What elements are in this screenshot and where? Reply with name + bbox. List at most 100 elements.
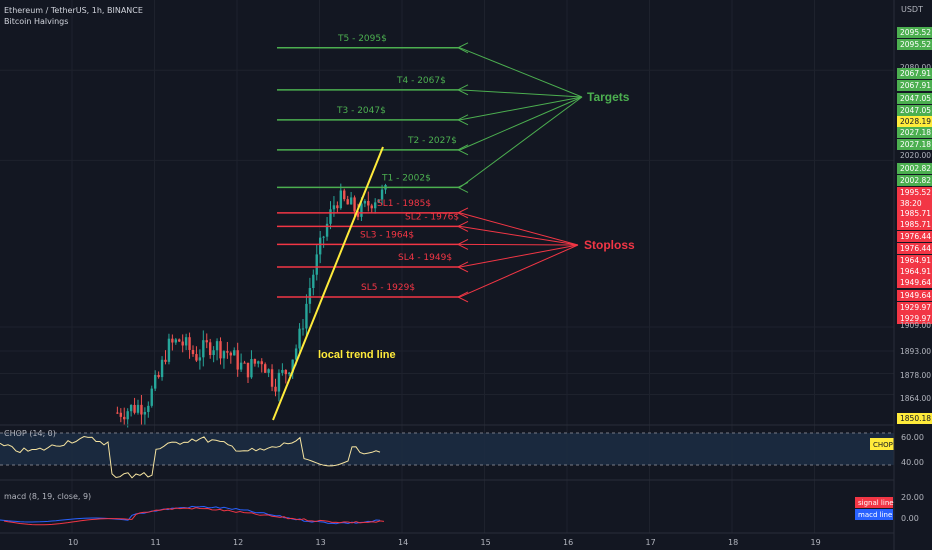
price-tag: [897, 198, 932, 209]
price-tick: 1929.97: [900, 303, 931, 312]
price-tick: 2028.19: [900, 117, 931, 126]
price-tag: [897, 68, 932, 79]
candle-body: [143, 411, 147, 415]
target-arrow: [459, 96, 583, 121]
stop-label: SL5 - 1929$: [361, 283, 415, 293]
local-trend-line: [272, 146, 384, 421]
price-tick: 1995.52: [900, 188, 931, 197]
target-arrow: [459, 96, 583, 151]
candle-body: [215, 341, 219, 351]
candle-body: [343, 190, 346, 200]
target-label: T1 - 2002$: [381, 173, 431, 183]
candle-body: [360, 203, 363, 217]
candle-body: [226, 351, 229, 353]
candle-body: [274, 386, 277, 392]
candle-body: [257, 361, 260, 364]
candle-body: [353, 197, 356, 212]
candle-body: [129, 404, 133, 412]
price-axis[interactable]: 2095.522095.522080.002067.912067.912047.…: [897, 27, 932, 424]
candle-body: [325, 223, 329, 237]
candle-body: [298, 328, 301, 349]
candle-body: [284, 369, 288, 375]
indicator-title[interactable]: Bitcoin Halvings: [4, 17, 69, 26]
candle-body: [329, 209, 332, 224]
candle-body: [167, 338, 171, 362]
candle-body: [339, 190, 343, 209]
stop-arrow: [459, 212, 579, 246]
price-tick: 2020.00: [900, 151, 931, 160]
time-tick: 15: [481, 538, 491, 547]
chop-line: [0, 435, 381, 479]
candle-body: [174, 339, 178, 343]
target-arrow: [459, 47, 583, 98]
stop-arrowhead: [456, 261, 469, 273]
candle-body: [291, 359, 294, 373]
candle-body: [119, 412, 123, 417]
price-tag: [897, 105, 932, 116]
candle-body: [260, 361, 263, 365]
time-tick: 19: [811, 538, 821, 547]
price-tag: [897, 93, 932, 104]
candle-body: [184, 337, 188, 346]
price-tag: [897, 116, 932, 127]
candle-body: [157, 374, 160, 378]
target-label: T2 - 2027$: [407, 136, 457, 146]
candle-body: [346, 199, 349, 205]
price-tag: [897, 290, 932, 301]
price-tick: 1864.00: [900, 394, 931, 403]
price-tick: 1929.97: [900, 314, 931, 323]
candle-body: [178, 339, 181, 342]
chop-tag-bg: [870, 438, 894, 450]
price-tick: 2047.05: [900, 94, 931, 103]
price-tick: 1850.18: [900, 414, 931, 423]
price-tick: 1964.91: [900, 267, 931, 276]
candle-body: [308, 288, 312, 304]
price-tick: 2095.52: [900, 40, 931, 49]
price-tag: [897, 313, 932, 324]
stop-arrow: [459, 225, 579, 246]
price-tag: [897, 413, 932, 424]
time-tick: 18: [728, 538, 738, 547]
target-arrowhead: [456, 114, 469, 126]
time-tick: 16: [563, 538, 573, 547]
time-tick: 14: [398, 538, 408, 547]
price-tick: 2027.18: [900, 140, 931, 149]
price-tick: 2002.82: [900, 176, 931, 185]
target-label: T4 - 2067$: [396, 76, 446, 86]
candle-body: [288, 372, 291, 375]
candle-body: [198, 357, 202, 361]
price-tag: [897, 302, 932, 313]
target-label: T3 - 2047$: [336, 106, 386, 116]
price-tag: [897, 175, 932, 186]
candle-body: [123, 416, 126, 420]
candle-body: [126, 411, 129, 420]
price-tick: 2067.91: [900, 81, 931, 90]
macd-title[interactable]: macd (8, 19, close, 9): [4, 492, 92, 501]
level-lines: T5 - 2095$ T4 - 2067$ T3 - 2047$ T2 - 2027$…: [277, 34, 583, 303]
time-axis[interactable]: 10 11 12 13 14 15 16 17 18 19: [68, 538, 821, 547]
candle-body: [171, 338, 174, 343]
candle-body: [312, 274, 315, 289]
candle-body: [243, 362, 246, 364]
candle-body: [236, 350, 239, 370]
price-tick: 1976.44: [900, 232, 931, 241]
price-tick: 1949.64: [900, 278, 931, 287]
candle-body: [377, 199, 380, 203]
price-tick: 2047.05: [900, 106, 931, 115]
stop-arrow: [459, 244, 579, 268]
symbol-title[interactable]: Ethereum / TetherUS, 1h, BINANCE: [4, 6, 143, 15]
candle-body: [305, 303, 308, 329]
candle-body: [133, 404, 136, 413]
trend-line-label: local trend line: [318, 349, 396, 361]
candle-body: [208, 342, 212, 356]
candles: [116, 183, 387, 428]
candle-body: [380, 189, 384, 200]
price-tick: 1985.71: [900, 209, 931, 218]
macd-tick-20: 20.00: [901, 493, 924, 502]
candle-body: [373, 202, 377, 209]
candle-body: [150, 388, 153, 406]
price-tick: 2080.00: [900, 63, 931, 72]
time-tick: 11: [151, 538, 161, 547]
chop-title[interactable]: CHOP (14, 0): [4, 429, 56, 438]
